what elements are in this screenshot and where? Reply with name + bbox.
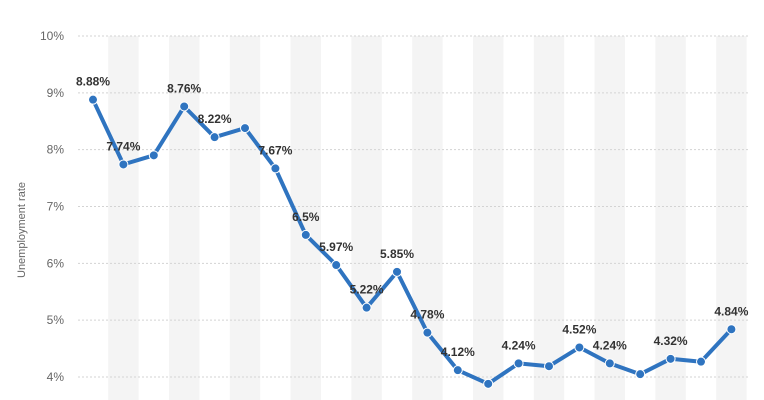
data-label: 6.5% (292, 210, 320, 224)
y-tick-label: 4% (47, 370, 65, 384)
data-label: 8.22% (198, 112, 232, 126)
data-label: 4.52% (562, 322, 596, 336)
data-point[interactable] (361, 302, 372, 313)
column-band (169, 36, 200, 400)
y-axis-ticks: 4% 5% 6% 7% 8% 9% 10% (40, 29, 64, 384)
column-band (473, 36, 504, 400)
data-point[interactable] (513, 358, 524, 369)
data-label: 4.24% (593, 338, 627, 352)
data-label: 7.74% (106, 139, 140, 153)
data-label: 5.97% (319, 240, 353, 254)
data-label: 8.88% (76, 75, 110, 89)
data-point[interactable] (452, 365, 463, 376)
data-point[interactable] (422, 327, 433, 338)
data-point[interactable] (665, 353, 676, 364)
data-point[interactable] (392, 266, 402, 277)
data-point[interactable] (726, 324, 737, 335)
data-point[interactable] (331, 260, 342, 271)
column-band (412, 36, 443, 400)
data-point[interactable] (635, 369, 646, 380)
column-band (716, 36, 747, 400)
data-label: 4.32% (654, 334, 688, 348)
data-point[interactable] (209, 132, 220, 143)
data-label: 7.67% (258, 143, 292, 157)
data-point[interactable] (604, 358, 615, 369)
column-band (108, 36, 139, 400)
data-point[interactable] (483, 378, 494, 389)
data-point[interactable] (544, 361, 554, 372)
y-tick-label: 6% (47, 256, 65, 270)
y-tick-label: 9% (47, 86, 65, 100)
data-labels: 8.88% 7.74% 8.76% 8.22% 7.67% 6.5% 5.97% 5.22% 5… (76, 75, 749, 360)
column-band (290, 36, 321, 400)
column-band (655, 36, 686, 400)
series-line (91, 97, 734, 386)
data-label: 8.76% (167, 81, 201, 95)
y-tick-label: 10% (40, 29, 64, 43)
column-band (594, 36, 625, 400)
data-point[interactable] (148, 150, 159, 161)
data-label: 4.78% (410, 308, 444, 322)
column-band (229, 36, 261, 400)
data-label: 5.85% (380, 247, 414, 261)
data-point[interactable] (696, 356, 706, 367)
data-label: 4.84% (714, 304, 748, 318)
data-point[interactable] (179, 101, 190, 112)
data-label: 5.22% (350, 283, 384, 297)
y-tick-label: 8% (47, 143, 65, 157)
data-point[interactable] (240, 123, 250, 134)
column-bands (108, 36, 747, 400)
data-points (88, 94, 737, 389)
y-tick-label: 7% (47, 200, 65, 214)
column-band (351, 36, 382, 400)
data-point[interactable] (88, 94, 98, 105)
data-point[interactable] (270, 163, 281, 174)
data-label: 4.12% (441, 345, 475, 359)
y-axis-title: Unemployment rate (16, 182, 28, 278)
data-label: 4.24% (502, 338, 536, 352)
data-point[interactable] (574, 342, 585, 353)
y-tick-label: 5% (47, 313, 65, 327)
data-point[interactable] (300, 229, 311, 240)
column-band (533, 36, 565, 400)
data-point[interactable] (118, 159, 129, 170)
